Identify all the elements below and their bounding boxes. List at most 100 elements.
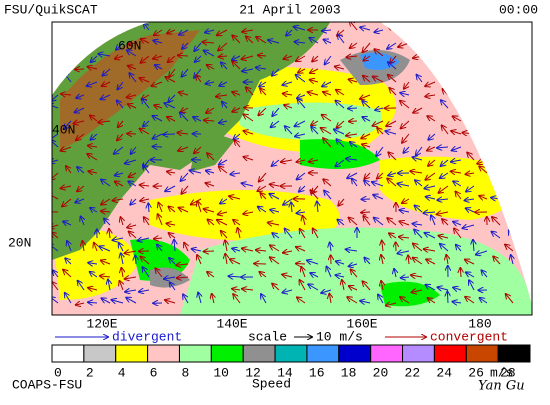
wind-vector (520, 38, 526, 43)
wind-vector (412, 28, 422, 30)
colorbar-swatch (84, 345, 116, 362)
wind-vector (75, 30, 84, 31)
colorbar-swatch (116, 345, 148, 362)
colorbar-swatch (211, 345, 243, 362)
institution: COAPS-FSU (12, 377, 82, 392)
wind-vector (478, 121, 487, 126)
wind-vector (428, 36, 435, 43)
colorbar-swatch (307, 345, 339, 362)
colorbar-label: 6 (150, 365, 158, 380)
colorbar-label: 4 (118, 365, 126, 380)
colorbar-swatch (403, 345, 435, 362)
wind-vector (439, 30, 448, 37)
wind-vector (522, 254, 526, 264)
wind-vector (447, 292, 448, 303)
colorbar-swatch (52, 345, 84, 362)
source-label: FSU/QuikSCAT (4, 2, 98, 17)
wind-vector (415, 38, 422, 43)
wind-vector (465, 103, 474, 108)
wind-vector (361, 212, 370, 213)
map-area (52, 22, 532, 315)
wind-vector (480, 91, 487, 95)
colorbar-swatch (148, 345, 180, 362)
wind-vector (478, 143, 487, 147)
wind-vector (502, 119, 513, 121)
wind-vector (479, 77, 487, 82)
wind-vector (348, 108, 357, 109)
wind-vector (504, 159, 513, 160)
colorbar-swatch (179, 345, 211, 362)
wind-vector (456, 30, 461, 37)
wind-vector (491, 168, 500, 173)
wind-vector (480, 30, 487, 35)
wind-vector (467, 69, 474, 76)
wind-vector (63, 43, 71, 47)
colorbar-label: 10 (213, 365, 229, 380)
wind-vector (511, 215, 513, 225)
wind-vector (492, 62, 500, 69)
wind-vector (452, 43, 461, 47)
wind-vector (163, 134, 175, 135)
wind-vector (506, 129, 513, 134)
wind-vector (519, 56, 526, 62)
wind-vector (520, 108, 526, 115)
legend-scale: scale (248, 329, 287, 344)
author: Yan Gu (478, 379, 525, 394)
wind-vector (178, 55, 188, 56)
lat-label: 40N (52, 122, 75, 137)
legend-scale-value: 10 m/s (316, 329, 363, 344)
legend-divergent: divergent (112, 329, 182, 344)
colorbar-label: 20 (373, 365, 389, 380)
wind-vector (49, 56, 58, 58)
wind-vector (518, 79, 526, 82)
wind-vector (519, 233, 526, 238)
lat-label: 20N (8, 235, 31, 250)
wind-vector (424, 30, 435, 31)
wind-vector (501, 186, 513, 188)
wind-vector (454, 95, 461, 100)
wind-vector (475, 42, 487, 43)
wind-vector (72, 56, 84, 58)
time-label: 00:00 (499, 2, 538, 17)
wind-vector (430, 62, 435, 69)
wind-vector (90, 30, 97, 37)
wind-vector (468, 95, 474, 103)
wind-vector (518, 224, 526, 225)
wind-vector (505, 169, 513, 173)
colorbar-label: 16 (309, 365, 325, 380)
legend-convergent: convergent (430, 329, 508, 344)
colorbar-swatch (498, 345, 530, 362)
wind-vector (490, 93, 500, 95)
colorbar-label: 22 (405, 365, 421, 380)
colorbar-swatch (466, 345, 498, 362)
wind-vector (427, 56, 435, 63)
wind-vector (506, 95, 513, 103)
wind-vector (148, 203, 149, 212)
colorbar-swatch (243, 345, 275, 362)
colorbar-swatch (339, 345, 371, 362)
wind-vector (519, 205, 526, 212)
colorbar-swatch (434, 345, 466, 362)
wind-vector (504, 23, 513, 30)
wind-vector (520, 140, 526, 147)
wind-vector (453, 67, 461, 69)
lat-label: 60N (118, 38, 141, 53)
wind-vector (50, 29, 58, 30)
colorbar-title: Speed (252, 376, 291, 391)
wind-vector (507, 56, 513, 62)
wind-vector (478, 134, 487, 140)
wind-vector (521, 180, 526, 186)
wind-vector (467, 82, 474, 87)
colorbar-label: 24 (436, 365, 452, 380)
wind-vector (520, 30, 526, 37)
wind-vector (492, 82, 500, 89)
colorbar-label: 8 (181, 365, 189, 380)
wind-vector (466, 115, 474, 121)
wind-vector (492, 43, 500, 48)
wind-vector (521, 241, 526, 251)
wind-vector (204, 251, 214, 252)
lon-label: 140E (216, 316, 247, 331)
